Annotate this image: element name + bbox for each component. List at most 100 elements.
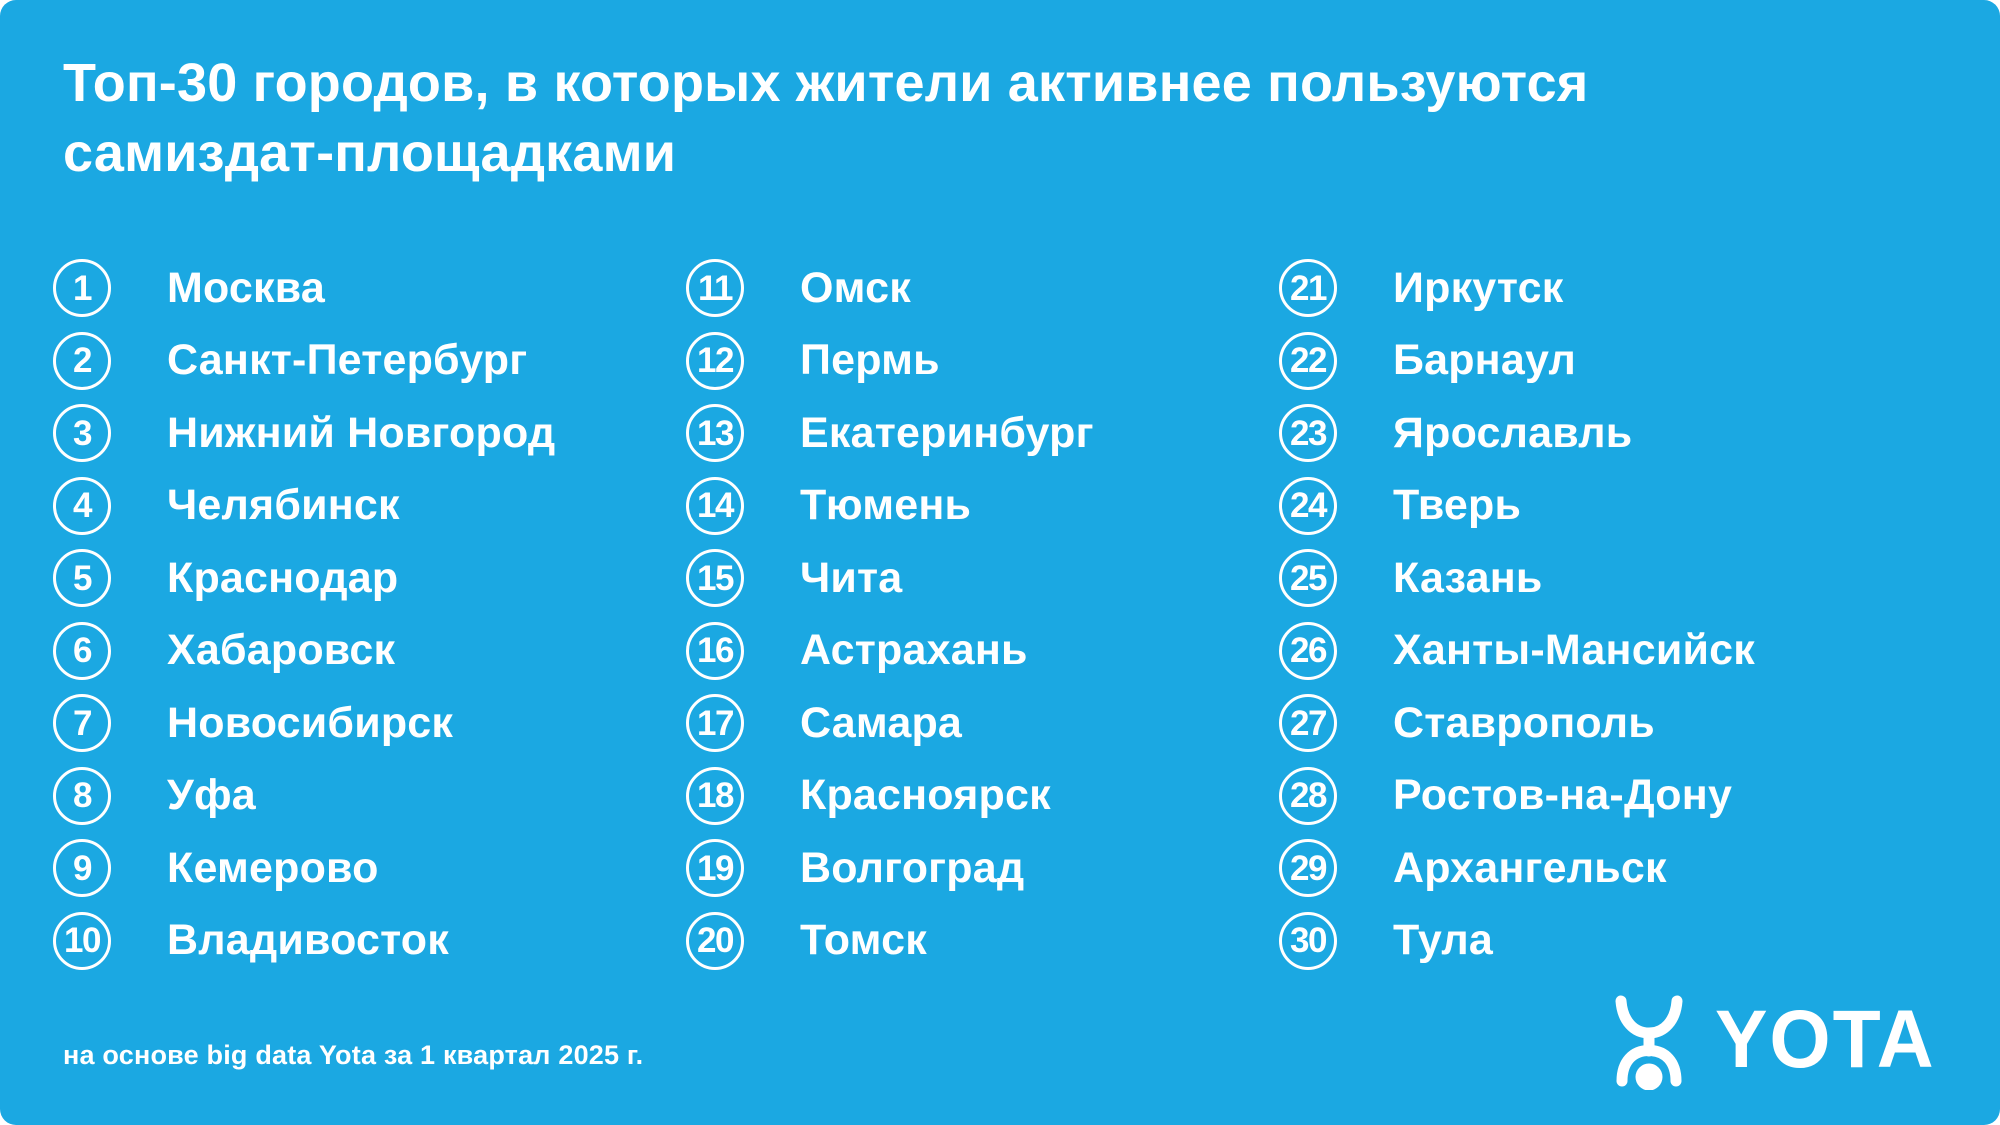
- list-item: 14 Тюмень: [686, 470, 1094, 543]
- rank-badge: 27: [1279, 694, 1337, 753]
- page-title-line1: Топ-30 городов, в которых жители активне…: [63, 53, 1589, 113]
- rank-badge: 17: [686, 694, 744, 753]
- rank-number: 2: [73, 341, 92, 381]
- rank-badge: 25: [1279, 549, 1337, 608]
- list-item: 19 Волгоград: [686, 832, 1094, 905]
- city-name: Екатеринбург: [800, 408, 1094, 457]
- list-item: 26 Ханты-Мансийск: [1279, 615, 1755, 688]
- rank-number: 28: [1290, 776, 1327, 816]
- city-name: Москва: [167, 263, 325, 312]
- city-list-column-1: 1 Москва 2 Санкт-Петербург 3 Нижний Новгоро…: [53, 252, 555, 977]
- rank-number: 9: [73, 848, 92, 888]
- rank-number: 3: [73, 413, 92, 453]
- rank-number: 16: [697, 631, 734, 671]
- city-name: Краснодар: [167, 553, 399, 602]
- city-name: Томск: [800, 916, 927, 965]
- city-name: Чита: [800, 553, 903, 602]
- rank-badge: 21: [1279, 259, 1337, 318]
- city-name: Красноярск: [800, 771, 1051, 820]
- rank-number: 29: [1290, 848, 1327, 888]
- city-list-column-2: 11 Омск 12 Пермь 13 Екатеринбург 14 Тюмень 1…: [686, 252, 1094, 977]
- rank-number: 23: [1290, 413, 1327, 453]
- rank-number: 5: [73, 558, 92, 598]
- rank-number: 19: [697, 848, 734, 888]
- rank-badge: 19: [686, 839, 744, 898]
- city-name: Казань: [1393, 553, 1543, 602]
- rank-badge: 23: [1279, 404, 1337, 463]
- city-name: Самара: [800, 698, 963, 747]
- rank-badge: 8: [53, 766, 111, 825]
- rank-number: 22: [1290, 341, 1327, 381]
- rank-badge: 10: [53, 911, 111, 970]
- list-item: 22 Барнаул: [1279, 325, 1755, 398]
- list-item: 13 Екатеринбург: [686, 397, 1094, 470]
- rank-number: 8: [73, 776, 92, 816]
- list-item: 12 Пермь: [686, 325, 1094, 398]
- rank-badge: 9: [53, 839, 111, 898]
- rank-badge: 6: [53, 621, 111, 680]
- list-item: 2 Санкт-Петербург: [53, 325, 555, 398]
- city-name: Тверь: [1393, 481, 1522, 530]
- rank-badge: 30: [1279, 911, 1337, 970]
- city-name: Омск: [800, 263, 911, 312]
- city-name: Хабаровск: [167, 626, 396, 675]
- list-item: 29 Архангельск: [1279, 832, 1755, 905]
- rank-badge: 24: [1279, 476, 1337, 535]
- list-item: 17 Самара: [686, 687, 1094, 760]
- city-name: Ярославль: [1393, 408, 1633, 457]
- city-name: Астрахань: [800, 626, 1028, 675]
- rank-badge: 28: [1279, 766, 1337, 825]
- yota-mark-icon: [1615, 995, 1683, 1090]
- rank-number: 21: [1290, 268, 1327, 308]
- rank-badge: 11: [686, 259, 744, 318]
- rank-number: 18: [697, 776, 734, 816]
- rank-badge: 2: [53, 331, 111, 390]
- list-item: 18 Красноярск: [686, 760, 1094, 833]
- rank-number: 25: [1290, 558, 1327, 598]
- rank-number: 6: [73, 631, 92, 671]
- rank-number: 30: [1290, 921, 1327, 961]
- city-name: Тула: [1393, 916, 1494, 965]
- list-item: 21 Иркутск: [1279, 252, 1755, 325]
- list-item: 6 Хабаровск: [53, 615, 555, 688]
- list-item: 10 Владивосток: [53, 905, 555, 978]
- rank-badge: 3: [53, 404, 111, 463]
- list-item: 5 Краснодар: [53, 542, 555, 615]
- city-name: Новосибирск: [167, 698, 454, 747]
- city-name: Кемерово: [167, 843, 379, 892]
- rank-badge: 18: [686, 766, 744, 825]
- list-item: 8 Уфа: [53, 760, 555, 833]
- rank-number: 14: [697, 486, 734, 526]
- rank-number: 24: [1290, 486, 1327, 526]
- page-title-line2: самиздат-площадками: [63, 123, 677, 183]
- list-item: 1 Москва: [53, 252, 555, 325]
- rank-number: 15: [697, 558, 734, 598]
- rank-badge: 15: [686, 549, 744, 608]
- rank-number: 1: [73, 268, 92, 308]
- rank-number: 27: [1290, 703, 1327, 743]
- city-name: Санкт-Петербург: [167, 336, 528, 385]
- city-name: Уфа: [167, 771, 256, 820]
- rank-badge: 7: [53, 694, 111, 753]
- city-name: Ростов-на-Дону: [1393, 771, 1733, 820]
- city-name: Нижний Новгород: [167, 408, 556, 457]
- city-name: Ханты-Мансийск: [1393, 626, 1755, 675]
- rank-number: 10: [64, 921, 101, 961]
- rank-number: 12: [697, 341, 734, 381]
- rank-badge: 13: [686, 404, 744, 463]
- rank-number: 13: [697, 413, 734, 453]
- city-name: Пермь: [800, 336, 940, 385]
- rank-badge: 20: [686, 911, 744, 970]
- rank-number: 26: [1290, 631, 1327, 671]
- rank-badge: 4: [53, 476, 111, 535]
- rank-number: 20: [697, 921, 734, 961]
- list-item: 23 Ярославль: [1279, 397, 1755, 470]
- list-item: 9 Кемерово: [53, 832, 555, 905]
- city-name: Тюмень: [800, 481, 972, 530]
- rank-badge: 29: [1279, 839, 1337, 898]
- page-title: Топ-30 городов, в которых жители активне…: [63, 48, 1589, 188]
- list-item: 4 Челябинск: [53, 470, 555, 543]
- rank-number: 7: [73, 703, 92, 743]
- yota-logo: YOTA: [1607, 990, 1945, 1090]
